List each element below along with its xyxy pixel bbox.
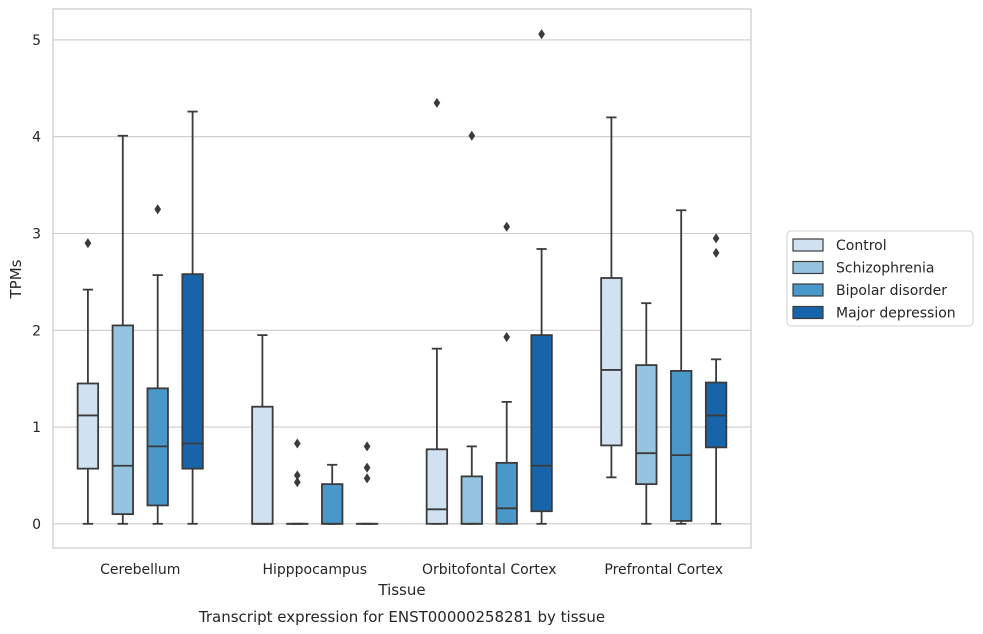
box-iqr — [600, 277, 623, 447]
box-iqr — [111, 324, 134, 516]
x-tick-labels: Cerebellum Hipppocampus Orbitofontal Corte… — [100, 562, 723, 578]
legend-label: Control — [836, 238, 887, 254]
outlier-point — [433, 97, 441, 108]
outlier-point — [84, 238, 92, 249]
box-iqr — [670, 370, 693, 522]
outlier-point — [712, 233, 720, 244]
box-iqr — [76, 382, 100, 470]
y-tick-label: 1 — [32, 420, 41, 436]
box-plot — [600, 116, 623, 479]
y-tick-label: 4 — [32, 130, 41, 146]
box-plot — [146, 204, 169, 525]
legend-swatch — [792, 283, 824, 297]
box-iqr — [495, 461, 518, 525]
chart-caption: Transcript expression for ENST0000025828… — [198, 608, 605, 626]
legend-label: Major depression — [836, 306, 956, 322]
outlier-point — [363, 473, 371, 484]
box-plot — [251, 334, 274, 525]
plot-frame — [52, 8, 752, 549]
box-plot — [111, 134, 134, 525]
box-plot — [355, 441, 379, 525]
box-plot — [670, 209, 693, 525]
box-plot — [460, 130, 483, 525]
box-plot — [286, 438, 309, 525]
box-plot — [181, 110, 204, 525]
legend-frame — [786, 230, 974, 327]
box-plot — [704, 233, 728, 525]
outlier-point — [363, 441, 371, 452]
box-plot — [321, 463, 344, 525]
box-plots — [76, 29, 728, 525]
box-iqr — [181, 273, 204, 470]
y-axis-label: TPMs — [7, 259, 25, 299]
box-iqr — [425, 448, 449, 525]
legend-label: Bipolar disorder — [836, 283, 947, 299]
box-plot — [76, 238, 100, 525]
legend-swatch — [792, 238, 824, 252]
box-plot — [495, 221, 518, 525]
x-tick-label: Prefrontal Cortex — [604, 562, 723, 578]
outlier-point — [503, 332, 511, 343]
outlier-point — [538, 29, 545, 40]
outlier-point — [468, 130, 476, 141]
box-iqr — [460, 475, 483, 525]
legend-swatch — [792, 305, 824, 320]
outlier-point — [363, 462, 371, 473]
legend: Control Schizophrenia Bipolar disorder Majo… — [786, 230, 974, 327]
box-iqr — [251, 405, 274, 525]
box-plot — [530, 29, 553, 525]
y-tick-label: 2 — [32, 323, 41, 339]
outlier-point — [712, 247, 720, 258]
legend-swatch — [792, 260, 824, 275]
box-plot — [635, 302, 658, 525]
box-iqr — [635, 364, 658, 486]
outlier-point — [293, 470, 301, 481]
y-tick-labels: 0 1 2 3 4 5 — [32, 33, 41, 533]
y-tick-label: 0 — [32, 517, 41, 533]
box-iqr — [530, 334, 553, 513]
x-tick-label: Cerebellum — [100, 562, 180, 578]
x-tick-label: Hipppocampus — [262, 562, 367, 578]
legend-label: Schizophrenia — [836, 261, 934, 277]
outlier-point — [293, 477, 301, 488]
box-iqr — [321, 483, 344, 525]
x-tick-label: Orbitofontal Cortex — [422, 562, 557, 578]
outlier-point — [503, 221, 511, 232]
x-axis-label: Tissue — [377, 581, 425, 599]
outlier-point — [154, 204, 162, 215]
grid-lines — [53, 39, 751, 525]
y-tick-label: 5 — [32, 33, 41, 49]
legend-items: Control Schizophrenia Bipolar disorder Majo… — [792, 238, 956, 322]
y-tick-label: 3 — [32, 227, 41, 243]
outlier-point — [293, 438, 301, 449]
box-plot — [425, 97, 449, 525]
